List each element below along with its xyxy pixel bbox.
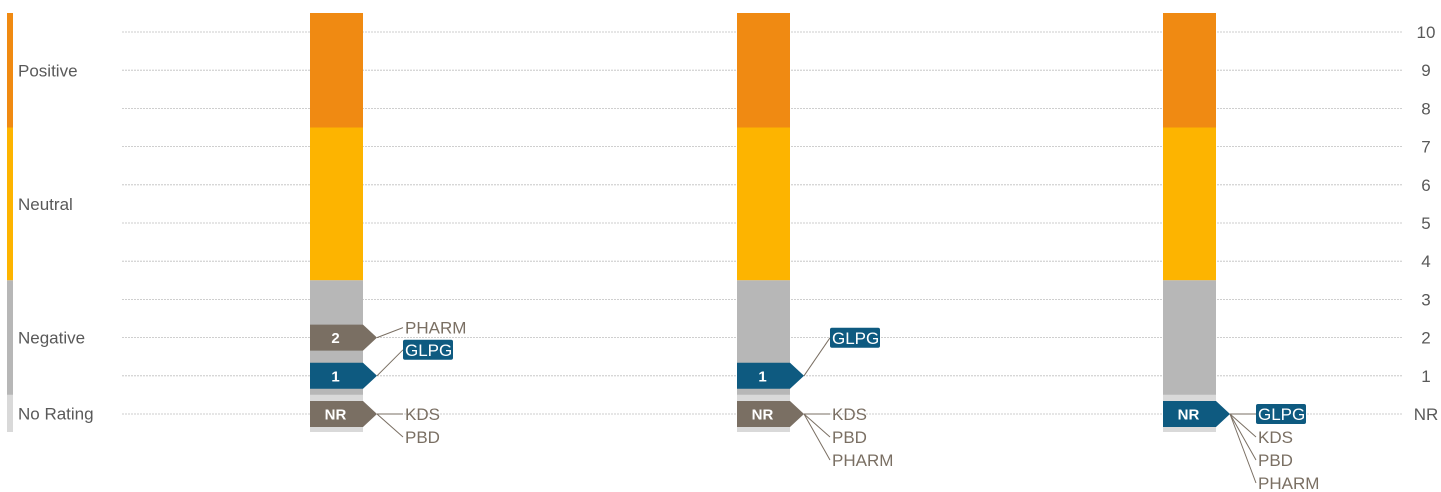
y-tick-label: 10: [1417, 23, 1436, 42]
leader-line: [376, 349, 404, 377]
leader-line: [803, 337, 831, 377]
rating-marker: [310, 324, 377, 351]
rating-marker: [737, 362, 804, 389]
leader-line: [376, 413, 404, 438]
leader-line: [1229, 413, 1257, 438]
leader-line: [1229, 413, 1257, 484]
leader-line: [803, 413, 831, 461]
category-strip: [7, 13, 13, 128]
rating-marker: [737, 401, 804, 427]
category-strip: [7, 127, 13, 281]
category-label: No Rating: [18, 404, 94, 423]
leader-line: [803, 413, 831, 438]
bar-segment: [1163, 280, 1216, 395]
company-label: KDS: [832, 405, 867, 424]
rating-marker-label: NR: [752, 407, 774, 424]
company-label: PBD: [1258, 451, 1293, 470]
company-label: PHARM: [832, 451, 893, 470]
category-label: Negative: [18, 329, 85, 348]
company-highlight-box: [403, 339, 453, 360]
category-strip: [7, 280, 13, 395]
bar-segment: [1163, 13, 1216, 128]
category-label: Neutral: [18, 195, 73, 214]
company-label: PBD: [832, 428, 867, 447]
y-tick-label: 9: [1421, 61, 1430, 80]
rating-marker-label: NR: [325, 407, 347, 424]
company-label: KDS: [1258, 428, 1293, 447]
company-label: KDS: [405, 405, 440, 424]
y-tick-label: 2: [1421, 329, 1430, 348]
rating-marker-label: 2: [331, 330, 339, 347]
y-tick-label: 8: [1421, 99, 1430, 118]
bar-segment: [737, 127, 790, 281]
y-tick-label: 5: [1421, 214, 1430, 233]
bar-segment: [737, 13, 790, 128]
leader-line: [376, 327, 404, 339]
company-label: PHARM: [1258, 474, 1319, 492]
company-label: PBD: [405, 428, 440, 447]
company-label: PHARM: [405, 319, 466, 338]
category-strip: [7, 394, 13, 432]
category-label: Positive: [18, 61, 78, 80]
y-tick-label: 7: [1421, 138, 1430, 157]
rating-marker-label: 1: [758, 368, 766, 385]
rating-marker: [1163, 401, 1230, 427]
y-tick-label: 3: [1421, 290, 1430, 309]
y-tick-label: 4: [1421, 252, 1430, 271]
leader-line: [1229, 413, 1257, 461]
company-label: GLPG: [832, 329, 879, 348]
rating-marker: [310, 401, 377, 427]
bar-segment: [1163, 127, 1216, 281]
company-highlight-box: [1256, 404, 1306, 424]
company-label: GLPG: [1258, 405, 1305, 424]
company-highlight-box: [830, 327, 880, 348]
rating-marker-label: NR: [1178, 407, 1200, 424]
y-tick-label: NR: [1414, 405, 1439, 424]
rating-marker-label: 1: [331, 368, 339, 385]
y-tick-label: 6: [1421, 176, 1430, 195]
bar-segment: [310, 127, 363, 281]
company-label: GLPG: [405, 341, 452, 360]
rating-marker: [310, 362, 377, 389]
bar-segment: [310, 13, 363, 128]
y-tick-label: 1: [1421, 367, 1430, 386]
